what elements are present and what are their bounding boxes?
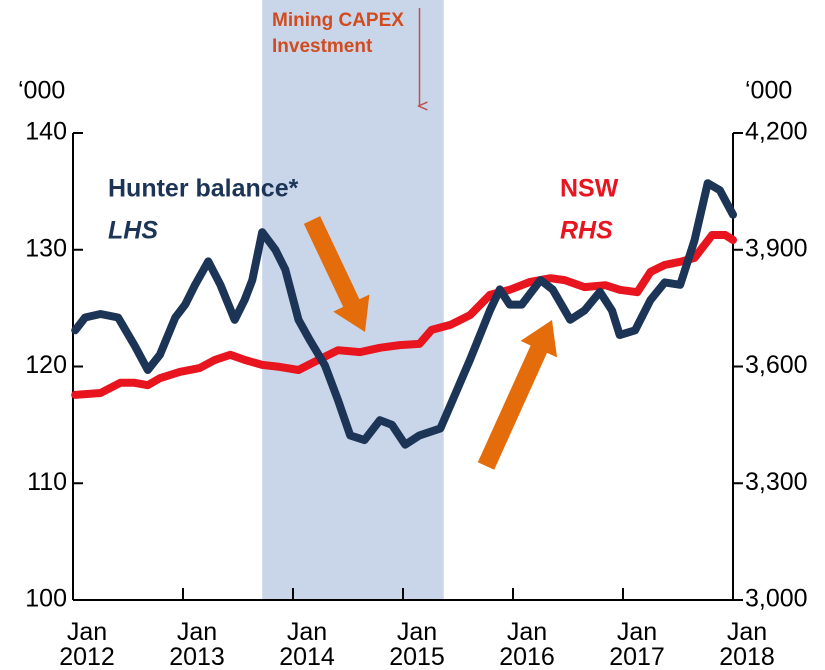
trend-arrow xyxy=(303,216,370,332)
x-tick-label: Jan 2013 xyxy=(169,618,225,670)
y2-tick-label: 3,000 xyxy=(745,585,808,613)
x-tick-label: Jan 2017 xyxy=(609,618,665,670)
trend-arrow xyxy=(477,320,558,470)
x-tick-label: Jan 2012 xyxy=(59,618,115,670)
series-line xyxy=(71,231,737,399)
annotation-text: Mining CAPEX Investment xyxy=(272,10,404,57)
x-tick-label: Jan 2015 xyxy=(389,618,445,670)
x-tick-label: Jan 2014 xyxy=(279,618,335,670)
series-side-label: LHS xyxy=(108,217,158,245)
y2-tick-label: 3,300 xyxy=(745,468,808,496)
y2-tick-label: 3,600 xyxy=(745,351,808,379)
x-tick-label: Jan 2016 xyxy=(499,618,555,670)
series-side-label: RHS xyxy=(560,217,613,245)
y-tick-label: 140 xyxy=(25,118,67,146)
y2-axis-label: ‘000 xyxy=(745,77,792,105)
y-tick-label: 120 xyxy=(25,351,67,379)
y2-tick-label: 3,900 xyxy=(745,234,808,262)
y2-tick-label: 4,200 xyxy=(745,118,808,146)
series-label: Hunter balance* xyxy=(108,175,299,203)
y-tick-label: 110 xyxy=(27,468,67,496)
y-tick-label: 100 xyxy=(25,585,67,613)
y-tick-label: 130 xyxy=(25,234,67,262)
y-axis-label: ‘000 xyxy=(18,77,65,105)
series-label: NSW xyxy=(560,175,619,203)
x-tick-label: Jan 2018 xyxy=(719,618,775,670)
series-line xyxy=(71,179,737,449)
